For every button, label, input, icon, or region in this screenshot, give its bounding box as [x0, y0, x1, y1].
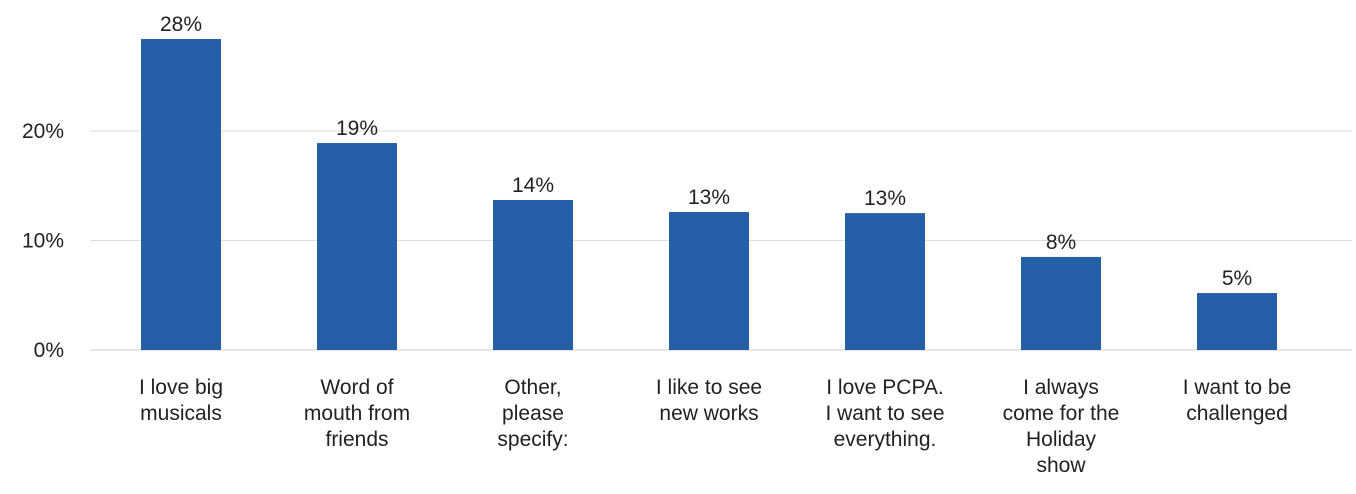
data-label: 13% [688, 186, 730, 209]
data-label: 19% [336, 117, 378, 140]
y-tick-label: 10% [22, 230, 64, 253]
bar [1197, 293, 1277, 350]
category-label: I want to see [825, 402, 944, 425]
data-label: 28% [160, 13, 202, 36]
category-label: musicals [140, 402, 222, 425]
category-label: show [1036, 454, 1086, 477]
data-label: 14% [512, 174, 554, 197]
bar [1021, 256, 1101, 350]
category-label: I always [1023, 376, 1099, 399]
bar [669, 212, 749, 350]
bar [845, 213, 925, 350]
category-label: Word of [320, 376, 393, 399]
category-label: Holiday [1026, 428, 1097, 451]
bar [141, 39, 221, 351]
category-label: mouth from [304, 402, 410, 425]
bar [317, 143, 397, 350]
y-tick-label: 20% [22, 120, 64, 143]
category-label: I want to be [1183, 376, 1292, 399]
category-label: Other, [504, 376, 561, 399]
category-label: everything. [834, 428, 937, 451]
y-tick-label: 0% [34, 339, 64, 362]
category-label: specify: [497, 428, 568, 451]
data-label: 5% [1222, 267, 1252, 290]
category-label: friends [325, 428, 388, 451]
category-label: come for the [1003, 402, 1120, 425]
data-label: 8% [1046, 231, 1076, 254]
category-label: I love PCPA. [826, 376, 944, 399]
category-label: please [502, 402, 564, 425]
category-label: new works [659, 402, 758, 425]
category-label: challenged [1186, 402, 1288, 425]
category-label: I love big [139, 376, 223, 399]
category-label: I like to see [656, 376, 762, 399]
bar [493, 199, 573, 350]
data-label: 13% [864, 187, 906, 210]
